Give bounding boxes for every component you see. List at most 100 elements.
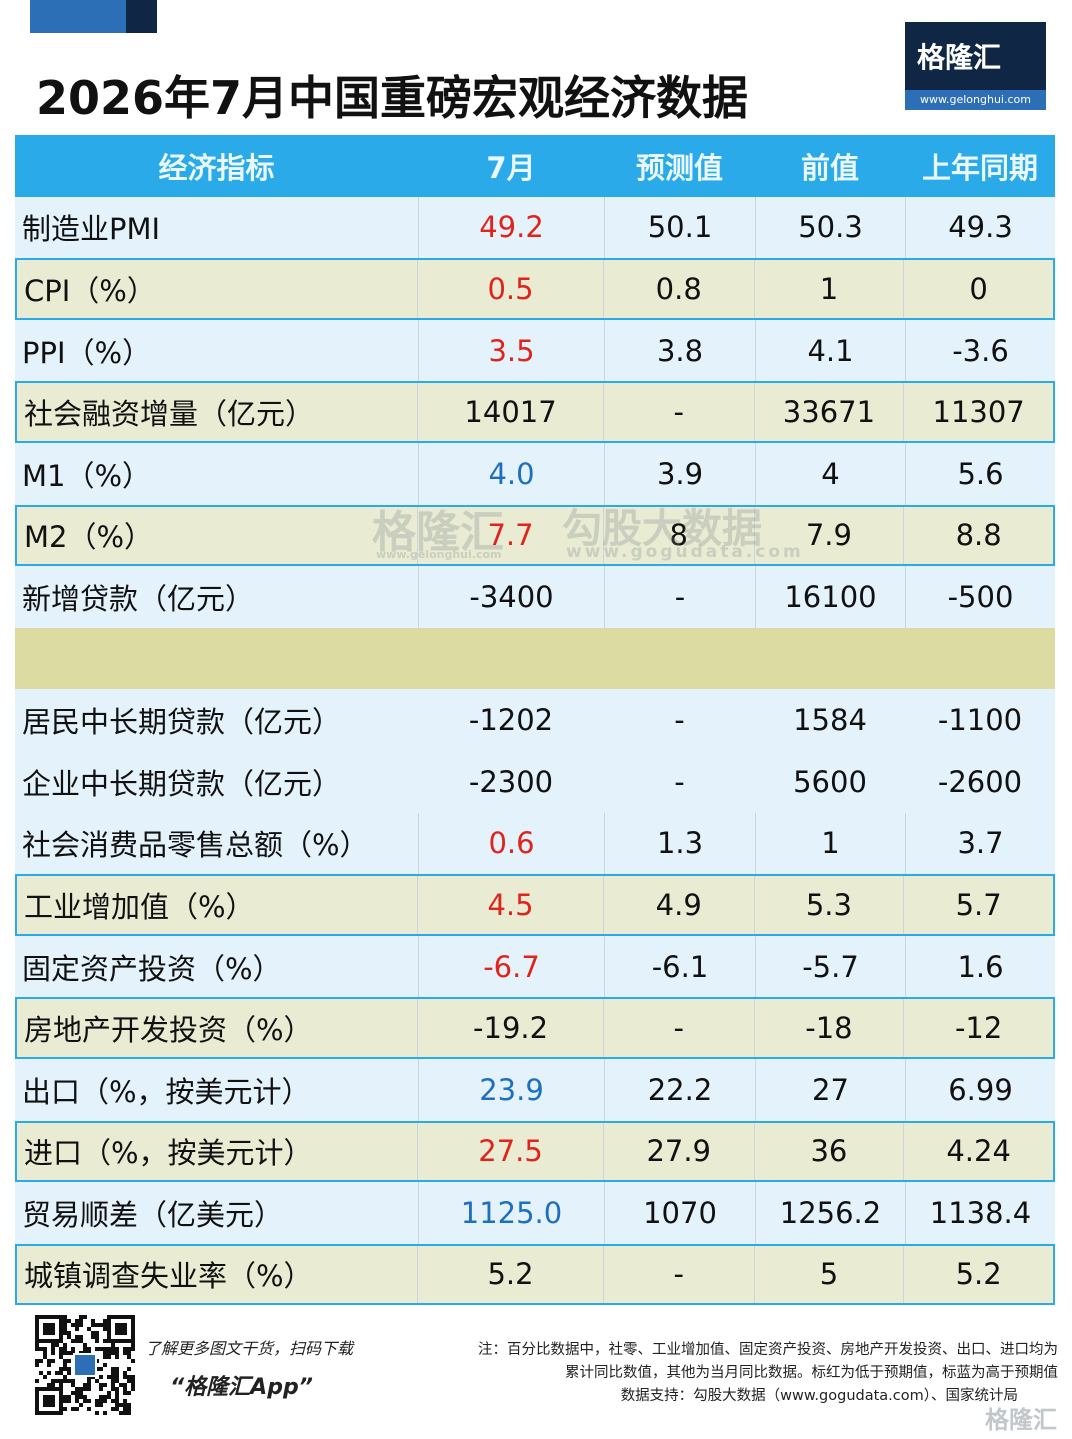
qr-module bbox=[103, 1411, 107, 1415]
table-cell: 50.3 bbox=[755, 196, 905, 259]
qr-module bbox=[51, 1351, 55, 1355]
table-cell: -2300 bbox=[468, 764, 554, 799]
qr-module bbox=[43, 1355, 47, 1359]
table-row: 贸易顺差（亿美元） 1125.0 1070 1256.2 1138.4 bbox=[15, 1182, 1055, 1244]
qr-module bbox=[115, 1407, 119, 1411]
table-cell: 1125.0 bbox=[418, 1182, 604, 1244]
header-cell: 预测值 bbox=[635, 150, 723, 185]
table-cell: 4.1 bbox=[755, 319, 905, 382]
table-cell: 0.6 bbox=[418, 812, 604, 875]
note: 注：百分比数据中，社零、工业增加值、固定资产投资、房地产开发投资、出口、进口均为… bbox=[478, 1339, 1058, 1408]
qr-module bbox=[83, 1343, 87, 1347]
qr-module bbox=[99, 1347, 103, 1351]
qr-module bbox=[59, 1355, 63, 1359]
qr-module bbox=[67, 1335, 71, 1339]
header-cell: 经济指标 bbox=[158, 150, 275, 185]
table-cell: 49.2 bbox=[418, 196, 604, 259]
table-cell: 23.9 bbox=[418, 1058, 604, 1121]
table-cell: 5.7 bbox=[903, 876, 1053, 934]
qr-module bbox=[79, 1323, 83, 1327]
qr-module bbox=[123, 1391, 127, 1395]
qr-module bbox=[127, 1347, 131, 1351]
table-row: 制造业PMI 49.2 50.1 50.3 49.3 bbox=[15, 196, 1055, 259]
qr-module bbox=[131, 1383, 135, 1387]
qr-module bbox=[107, 1375, 111, 1379]
table-cell: - bbox=[602, 999, 754, 1057]
qr-module bbox=[79, 1403, 83, 1407]
table-cell: 5.2 bbox=[417, 1245, 603, 1304]
qr-module bbox=[115, 1403, 119, 1407]
table-cell: 3.8 bbox=[604, 319, 755, 382]
qr-module bbox=[95, 1331, 99, 1335]
qr-module bbox=[111, 1379, 115, 1383]
qr-module bbox=[95, 1403, 99, 1407]
qr-module bbox=[39, 1359, 43, 1363]
qr-module bbox=[47, 1383, 51, 1387]
qr-module bbox=[103, 1319, 107, 1323]
qr-module bbox=[51, 1383, 55, 1387]
qr-module bbox=[123, 1387, 127, 1391]
table-row: M1（%） 4.0 3.9 4 5.6 bbox=[15, 442, 1055, 505]
header-cell: 前值 bbox=[800, 150, 859, 185]
qr-module bbox=[83, 1347, 87, 1351]
qr-module bbox=[67, 1367, 71, 1371]
qr-module bbox=[131, 1375, 135, 1379]
table-cell: 社会融资增量（亿元） bbox=[24, 397, 315, 432]
table-cell: 制造业PMI bbox=[22, 212, 161, 247]
table-cell: 7.7 bbox=[417, 506, 603, 565]
qr-module bbox=[103, 1351, 107, 1355]
qr-module bbox=[99, 1383, 103, 1387]
table-cell: 14017 bbox=[417, 383, 603, 441]
qr-module bbox=[115, 1371, 119, 1375]
qr-module bbox=[79, 1315, 83, 1319]
qr-module bbox=[43, 1323, 55, 1335]
table-cell: -3400 bbox=[418, 566, 604, 628]
qr-module bbox=[67, 1319, 71, 1323]
qr-module bbox=[43, 1351, 47, 1355]
logo-url: www.gelonghui.com bbox=[905, 90, 1046, 110]
qr-module bbox=[119, 1403, 123, 1407]
qr-module bbox=[59, 1347, 63, 1351]
qr-module bbox=[91, 1331, 95, 1335]
qr-module bbox=[75, 1327, 79, 1331]
qr-module bbox=[67, 1351, 71, 1355]
table-cell: 0 bbox=[903, 260, 1053, 318]
header-cell: 上年同期 bbox=[921, 150, 1038, 185]
qr-module bbox=[127, 1355, 131, 1359]
decor bbox=[30, 0, 126, 33]
qr-module bbox=[119, 1383, 123, 1387]
qr-module bbox=[87, 1407, 91, 1411]
qr-module bbox=[75, 1387, 79, 1391]
qr-module bbox=[51, 1343, 55, 1347]
qr-module bbox=[107, 1391, 111, 1395]
table-row: PPI（%） 3.5 3.8 4.1 -3.6 bbox=[15, 319, 1055, 382]
qr-module bbox=[51, 1359, 55, 1363]
qr-module bbox=[71, 1383, 75, 1387]
qr-module bbox=[111, 1383, 115, 1387]
table-cell: 5.2 bbox=[903, 1245, 1053, 1304]
qr-module bbox=[111, 1407, 115, 1411]
table-cell: 4 bbox=[755, 442, 905, 505]
table-cell: 5.3 bbox=[753, 876, 904, 934]
table-cell: -12 bbox=[903, 999, 1053, 1057]
qr-module bbox=[83, 1399, 87, 1403]
qr-module bbox=[115, 1375, 119, 1379]
table-cell: 16100 bbox=[755, 566, 905, 628]
qr-module bbox=[107, 1351, 111, 1355]
table-row: 进口（%，按美元计） 27.5 27.9 36 4.24 bbox=[15, 1120, 1055, 1183]
table-cell: -500 bbox=[905, 566, 1055, 628]
table-cell: 4.24 bbox=[903, 1122, 1053, 1181]
table-cell: 3.9 bbox=[604, 442, 755, 505]
spacer-row bbox=[15, 627, 1055, 690]
table-cell: CPI（%） bbox=[24, 273, 156, 308]
qr-module bbox=[79, 1319, 83, 1323]
table-cell: 36 bbox=[753, 1122, 904, 1181]
table-cell: 4.5 bbox=[417, 876, 603, 934]
qr-module bbox=[127, 1375, 131, 1379]
table-cell: -5.7 bbox=[755, 935, 905, 998]
qr-module bbox=[115, 1395, 119, 1399]
qr-module bbox=[35, 1363, 39, 1367]
table-cell: 5600 bbox=[793, 764, 867, 799]
qr-module bbox=[103, 1323, 107, 1327]
qr-module bbox=[67, 1331, 71, 1335]
